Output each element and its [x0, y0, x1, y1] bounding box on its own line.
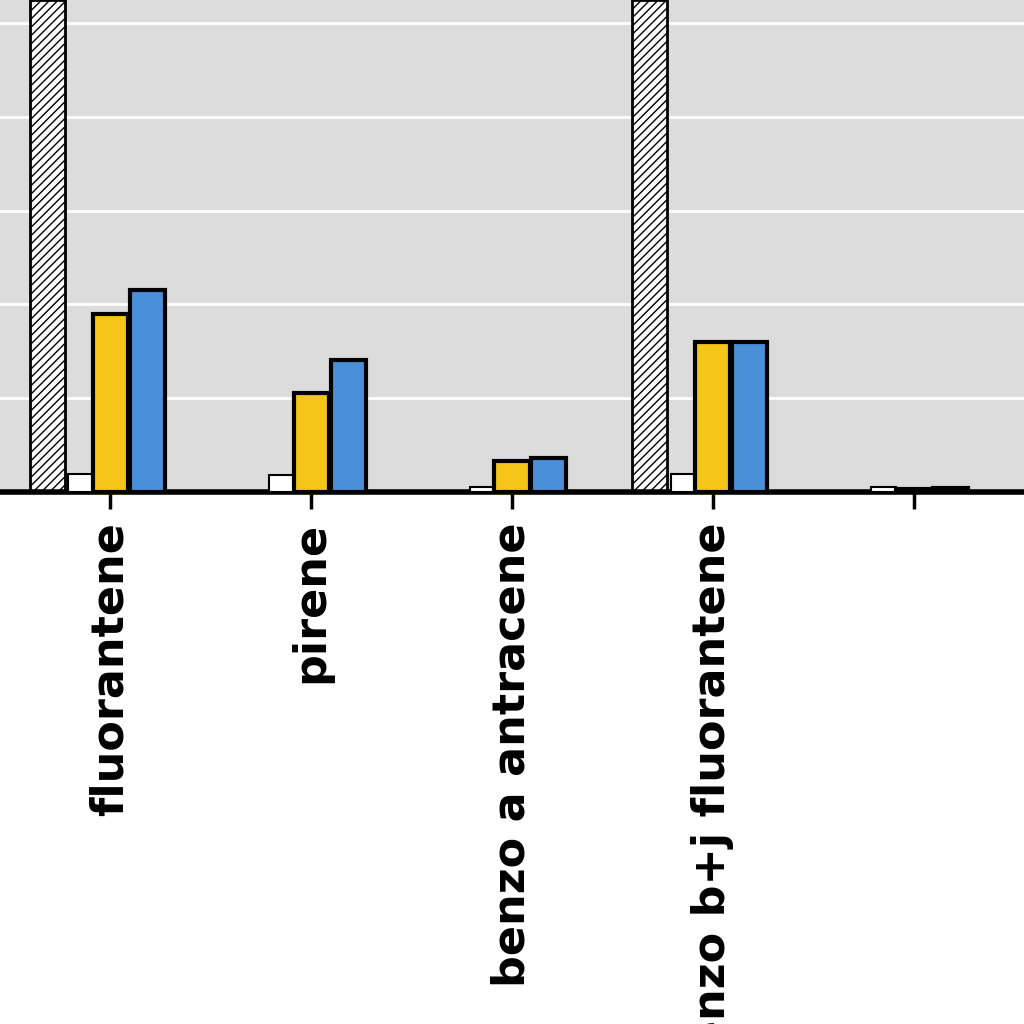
- Bar: [695, 342, 730, 492]
- Text: pirene: pirene: [290, 522, 333, 683]
- Bar: [294, 393, 329, 492]
- Bar: [531, 458, 566, 492]
- Bar: [269, 475, 294, 492]
- Bar: [896, 489, 931, 492]
- Bar: [871, 486, 896, 492]
- Text: benzo a antracene: benzo a antracene: [490, 522, 534, 987]
- Bar: [30, 0, 65, 492]
- Bar: [495, 461, 529, 492]
- Bar: [331, 360, 366, 492]
- Bar: [69, 474, 93, 492]
- Bar: [632, 0, 667, 492]
- Bar: [732, 342, 767, 492]
- Bar: [671, 474, 695, 492]
- Bar: [933, 488, 968, 492]
- Bar: [93, 313, 128, 492]
- Bar: [470, 486, 495, 492]
- Text: benzo b+j fluorantene: benzo b+j fluorantene: [691, 522, 734, 1024]
- Bar: [130, 290, 165, 492]
- Text: fluorantene: fluorantene: [89, 522, 132, 816]
